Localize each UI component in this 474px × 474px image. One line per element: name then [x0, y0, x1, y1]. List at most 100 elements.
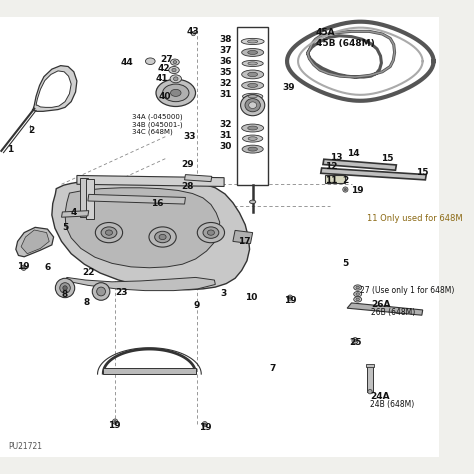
Text: 27 (Use only 1 for 648M): 27 (Use only 1 for 648M)	[360, 286, 455, 295]
Ellipse shape	[105, 230, 112, 235]
Ellipse shape	[97, 287, 105, 296]
Ellipse shape	[202, 421, 208, 427]
Text: 45A
45B (648M): 45A 45B (648M)	[316, 28, 374, 48]
Polygon shape	[21, 230, 49, 254]
Text: PU21721: PU21721	[8, 442, 42, 451]
Text: 38: 38	[219, 35, 232, 44]
Text: 11 Only used for 648M: 11 Only used for 648M	[367, 214, 463, 223]
Text: 9: 9	[194, 301, 200, 310]
Ellipse shape	[368, 390, 372, 394]
Text: 5: 5	[342, 259, 348, 268]
Ellipse shape	[242, 70, 264, 79]
Polygon shape	[88, 194, 185, 204]
Text: 32: 32	[219, 120, 232, 129]
Ellipse shape	[247, 40, 258, 43]
Ellipse shape	[354, 285, 362, 290]
Ellipse shape	[243, 135, 263, 142]
Text: 35: 35	[219, 68, 232, 77]
Ellipse shape	[170, 75, 182, 83]
Text: 10: 10	[245, 293, 257, 302]
Polygon shape	[80, 178, 88, 217]
Text: 6: 6	[45, 263, 51, 272]
Text: 33: 33	[183, 132, 196, 141]
Ellipse shape	[248, 126, 257, 130]
Ellipse shape	[354, 292, 362, 297]
Polygon shape	[66, 277, 215, 291]
Polygon shape	[347, 303, 423, 315]
Bar	[237, 27, 268, 185]
Text: 19: 19	[200, 423, 212, 432]
Text: 1: 1	[8, 145, 14, 154]
Ellipse shape	[112, 419, 118, 424]
Text: 44: 44	[121, 58, 134, 67]
Text: 17: 17	[238, 237, 251, 246]
Ellipse shape	[356, 286, 359, 289]
Ellipse shape	[149, 227, 176, 247]
Ellipse shape	[155, 231, 171, 243]
Text: 42: 42	[157, 64, 170, 73]
Polygon shape	[325, 175, 345, 183]
Polygon shape	[52, 178, 250, 290]
Ellipse shape	[344, 189, 346, 191]
Ellipse shape	[245, 99, 260, 112]
Ellipse shape	[242, 82, 264, 90]
Ellipse shape	[55, 278, 75, 298]
Text: 4: 4	[71, 209, 77, 218]
Ellipse shape	[241, 95, 265, 116]
Ellipse shape	[241, 38, 264, 45]
Text: 19: 19	[284, 296, 296, 305]
Text: 26A: 26A	[371, 300, 391, 309]
Text: 12: 12	[326, 162, 338, 171]
Text: 3: 3	[220, 289, 227, 298]
Text: 7: 7	[269, 365, 275, 374]
Ellipse shape	[23, 267, 25, 269]
Ellipse shape	[356, 293, 359, 295]
Ellipse shape	[343, 187, 348, 192]
Text: 19: 19	[18, 262, 30, 271]
Ellipse shape	[250, 200, 256, 204]
Ellipse shape	[171, 90, 181, 96]
Ellipse shape	[21, 265, 27, 270]
Ellipse shape	[63, 286, 67, 290]
Text: 22: 22	[82, 268, 95, 277]
Polygon shape	[36, 71, 71, 108]
Text: 28: 28	[182, 182, 194, 191]
Ellipse shape	[146, 58, 155, 64]
Ellipse shape	[197, 222, 225, 243]
Text: 37: 37	[219, 46, 232, 55]
Polygon shape	[233, 230, 253, 244]
Ellipse shape	[203, 227, 219, 238]
Ellipse shape	[248, 72, 257, 77]
Text: 31: 31	[219, 131, 232, 140]
Text: 26B (648M): 26B (648M)	[371, 308, 415, 317]
Ellipse shape	[204, 423, 206, 425]
Ellipse shape	[248, 137, 257, 140]
Ellipse shape	[289, 297, 291, 299]
Text: 15: 15	[416, 168, 428, 177]
Text: 29: 29	[182, 160, 194, 169]
Bar	[103, 368, 196, 374]
Ellipse shape	[248, 147, 257, 151]
Ellipse shape	[242, 145, 263, 153]
Polygon shape	[62, 210, 89, 217]
Text: 19: 19	[108, 420, 120, 429]
Polygon shape	[77, 175, 224, 186]
Ellipse shape	[101, 227, 117, 238]
Polygon shape	[32, 65, 77, 111]
Ellipse shape	[248, 62, 257, 65]
Text: 27: 27	[161, 55, 173, 64]
Ellipse shape	[243, 93, 263, 100]
Ellipse shape	[92, 283, 110, 300]
Text: 14: 14	[347, 149, 360, 158]
Ellipse shape	[242, 124, 264, 132]
Polygon shape	[321, 168, 426, 180]
Ellipse shape	[173, 61, 177, 64]
Ellipse shape	[248, 95, 257, 98]
Text: 2: 2	[28, 126, 35, 135]
Ellipse shape	[352, 337, 358, 344]
Ellipse shape	[173, 77, 178, 81]
Ellipse shape	[356, 298, 359, 301]
Polygon shape	[65, 188, 220, 268]
Ellipse shape	[242, 48, 264, 56]
Text: 16: 16	[151, 199, 164, 208]
